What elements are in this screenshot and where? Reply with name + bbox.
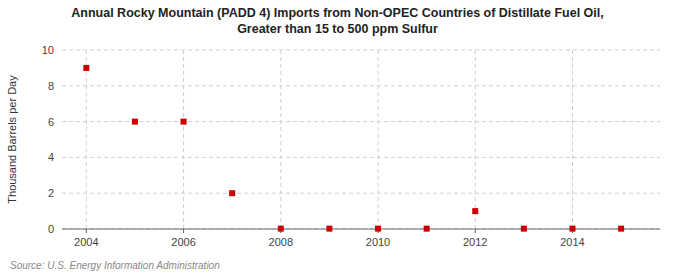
grid [62,50,660,229]
x-tick-label: 2010 [366,236,390,248]
point [618,226,624,232]
point [375,226,381,232]
x-tick-label: 2012 [463,236,487,248]
y-axis-label: Thousand Barrels per Day [6,75,18,204]
x-tick [86,229,87,233]
x-grid-line [378,50,379,229]
point [278,226,284,232]
x-grid-line [572,50,573,229]
x-grid-line [183,50,184,229]
point [229,190,235,196]
x-tick-label: 2008 [269,236,293,248]
y-grid-line [62,85,660,86]
y-grid-line [62,121,660,122]
y-tick-label: 4 [48,151,54,163]
chart: Annual Rocky Mountain (PADD 4) Imports f… [0,0,675,275]
y-tick-label: 2 [48,187,54,199]
x-tick-label: 2006 [171,236,195,248]
point [521,226,527,232]
y-tick-label: 6 [48,116,54,128]
subtitle: Greater than 15 to 500 ppm Sulfur [237,22,438,36]
point [181,119,187,125]
source: Source: U.S. Energy Information Administ… [10,260,220,271]
y-tick-label: 10 [42,44,54,56]
x-tick [183,229,184,233]
point [83,65,89,71]
y-tick-label: 8 [48,80,54,92]
points [83,65,624,232]
point [132,119,138,125]
y-tick-label: 0 [48,223,54,235]
point [326,226,332,232]
title: Annual Rocky Mountain (PADD 4) Imports f… [71,6,603,20]
y-grid-line [62,50,660,51]
x-grid-line [86,50,87,229]
x-grid-line [280,50,281,229]
y-grid-line [62,157,660,158]
point [569,226,575,232]
point [472,208,478,214]
x-tick-label: 2004 [74,236,98,248]
x-tick-label: 2014 [560,236,584,248]
point [424,226,430,232]
y-grid-line [62,193,660,194]
x-tick [475,229,476,233]
x-grid-line [475,50,476,229]
